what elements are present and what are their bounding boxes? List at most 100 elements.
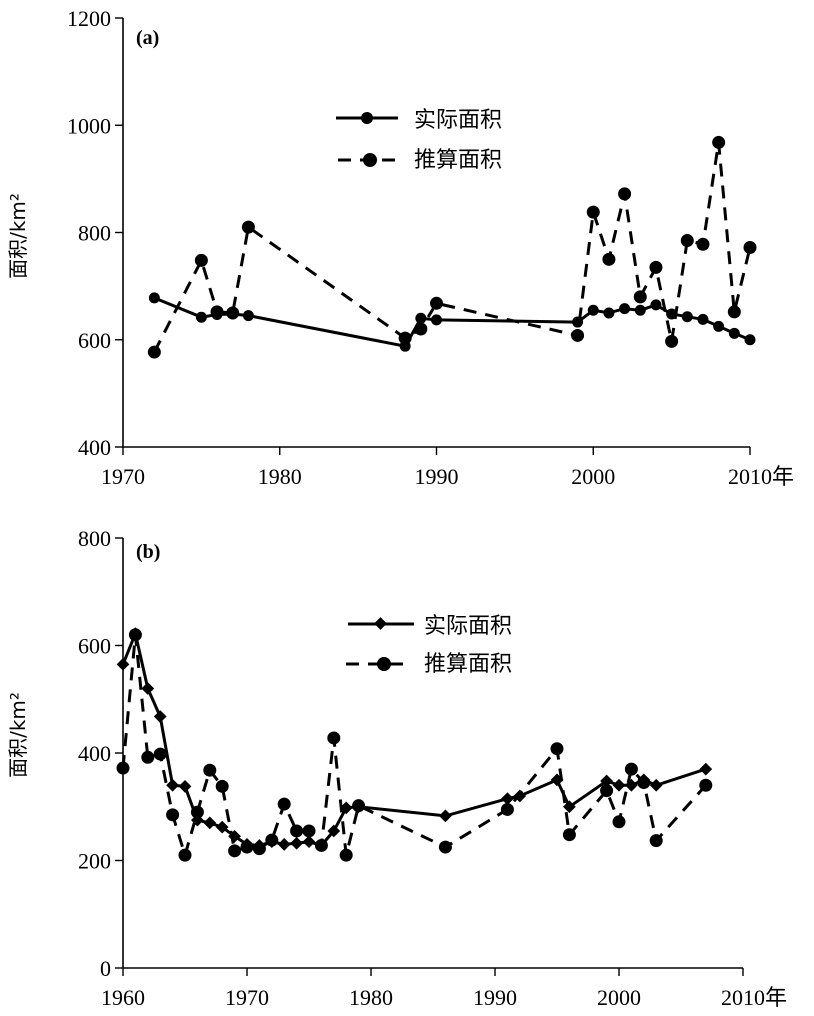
chart-a-point-estimated <box>226 306 240 320</box>
chart-a-point-estimated <box>618 187 632 201</box>
chart-a-point-estimated <box>241 220 255 234</box>
chart-b-point-actual <box>290 836 303 850</box>
chart-a-x-tick-label: 2000 <box>571 464 615 489</box>
chart-a-point-estimated <box>649 260 663 274</box>
chart-b-point-estimated <box>612 815 626 829</box>
chart-b-point-actual <box>203 816 217 830</box>
chart-b-x-tick-label: 1990 <box>473 985 517 1010</box>
chart-a-x-tick-label: 1970 <box>101 464 145 489</box>
chart-a-panel-label: (a) <box>136 27 159 49</box>
chart-b-point-estimated <box>203 763 217 777</box>
chart-b-point-actual <box>699 762 713 776</box>
chart-b-point-estimated <box>649 834 663 848</box>
chart-b-point-actual <box>612 778 626 792</box>
chart-b-y-axis-label: 面积/km² <box>6 692 30 778</box>
chart-b-point-estimated <box>550 742 564 756</box>
chart-b-point-estimated <box>178 848 192 862</box>
chart-b-y-tick-label: 600 <box>78 634 111 659</box>
chart-a-series-lines <box>152 142 752 353</box>
chart-b-point-estimated <box>500 802 514 816</box>
chart-b-point-estimated <box>699 778 713 792</box>
chart-a-x-tick-label: 1980 <box>258 464 302 489</box>
chart-b-point-estimated <box>600 784 614 798</box>
chart-a: (a) 面积/km² 400 600 800 1000 1200 1970 1980 1990… <box>6 6 794 489</box>
legend-a-estimated-label: 推算面积 <box>414 148 502 173</box>
chart-a-point-actual <box>587 304 599 316</box>
chart-b-points <box>116 627 713 862</box>
chart-b-x-tick-label: 1980 <box>349 985 393 1010</box>
chart-b: (b) 面积/km² 0 200 400 600 800 1960 1970 1980 1990… <box>6 526 787 1010</box>
chart-a-point-estimated <box>210 305 224 319</box>
chart-a-y-tick-label: 1200 <box>67 6 111 31</box>
chart-b-x-tick-label: 1970 <box>225 985 269 1010</box>
chart-a-point-estimated <box>430 296 443 310</box>
chart-b-point-actual <box>141 682 155 695</box>
chart-a-legend: 实际面积 推算面积 <box>336 108 502 173</box>
legend-b-estimated-marker <box>377 657 391 671</box>
chart-a-point-actual <box>744 334 756 346</box>
chart-b-y-tick-label: 0 <box>100 956 111 981</box>
chart-b-point-actual <box>649 778 663 792</box>
chart-b-point-actual <box>625 778 638 792</box>
legend-b-actual-marker <box>374 617 387 630</box>
chart-b-point-estimated <box>438 840 452 854</box>
chart-a-point-actual <box>603 307 615 319</box>
chart-b-point-estimated <box>166 808 180 822</box>
chart-a-point-actual <box>431 314 442 326</box>
chart-a-point-actual <box>681 311 693 323</box>
chart-b-point-actual <box>178 779 192 793</box>
chart-b-ticks: 0 200 400 600 800 1960 1970 1980 1990 2000 2010年 <box>78 526 787 1010</box>
chart-b-point-estimated <box>116 761 130 775</box>
chart-b-point-estimated <box>637 776 651 790</box>
legend-a-actual-label: 实际面积 <box>414 108 502 133</box>
legend-a-estimated-marker <box>363 153 377 167</box>
chart-a-point-estimated <box>414 322 428 336</box>
chart-b-point-actual <box>277 838 291 851</box>
chart-b-point-estimated <box>141 750 155 764</box>
chart-a-x-tick-label: 2010年 <box>728 464 794 489</box>
chart-b-panel-label: (b) <box>136 541 160 563</box>
chart-b-series-line-actual <box>121 628 707 848</box>
chart-b-point-estimated <box>228 844 242 858</box>
chart-b-y-tick-label: 800 <box>78 526 111 551</box>
chart-b-point-estimated <box>314 838 328 852</box>
chart-b-point-estimated <box>240 840 254 854</box>
chart-a-y-tick-label: 600 <box>78 328 111 353</box>
chart-a-point-actual <box>195 311 207 323</box>
chart-a-point-estimated <box>571 328 585 342</box>
chart-a-y-tick-label: 800 <box>78 221 111 246</box>
chart-b-point-estimated <box>190 805 204 819</box>
chart-a-y-axis-label: 面积/km² <box>6 193 30 279</box>
chart-a-point-estimated <box>712 135 726 149</box>
chart-a-point-actual <box>697 313 709 325</box>
legend-b-actual-label: 实际面积 <box>424 614 512 639</box>
chart-b-x-tick-label: 2010年 <box>721 985 787 1010</box>
chart-b-point-estimated <box>302 824 316 838</box>
chart-b-point-estimated <box>562 828 576 842</box>
chart-a-y-tick-label: 1000 <box>67 113 111 138</box>
chart-a-point-estimated <box>586 205 600 219</box>
chart-a-points <box>147 135 757 359</box>
chart-a-point-actual <box>415 312 427 324</box>
chart-a-point-actual <box>728 327 740 339</box>
chart-a-point-estimated <box>147 345 161 359</box>
legend-b-estimated-label: 推算面积 <box>424 652 512 677</box>
chart-a-point-estimated <box>602 252 616 266</box>
chart-b-x-tick-label: 2000 <box>597 985 641 1010</box>
chart-a-point-actual <box>242 310 254 322</box>
chart-b-y-tick-label: 200 <box>78 849 111 874</box>
chart-b-point-actual <box>439 809 452 823</box>
chart-b-point-estimated <box>327 731 341 745</box>
chart-b-x-tick-label: 1960 <box>101 985 145 1010</box>
chart-a-point-actual <box>148 292 160 304</box>
legend-a-actual-marker <box>361 112 373 124</box>
chart-a-point-estimated <box>680 234 694 248</box>
chart-a-point-estimated <box>398 331 412 345</box>
chart-a-point-estimated <box>665 334 679 348</box>
chart-a-point-actual <box>634 304 646 316</box>
chart-b-point-actual <box>116 657 130 671</box>
chart-b-point-estimated <box>352 799 366 813</box>
chart-a-point-actual <box>650 299 662 311</box>
chart-a-x-tick-label: 1990 <box>415 464 459 489</box>
chart-a-point-estimated <box>727 305 741 319</box>
